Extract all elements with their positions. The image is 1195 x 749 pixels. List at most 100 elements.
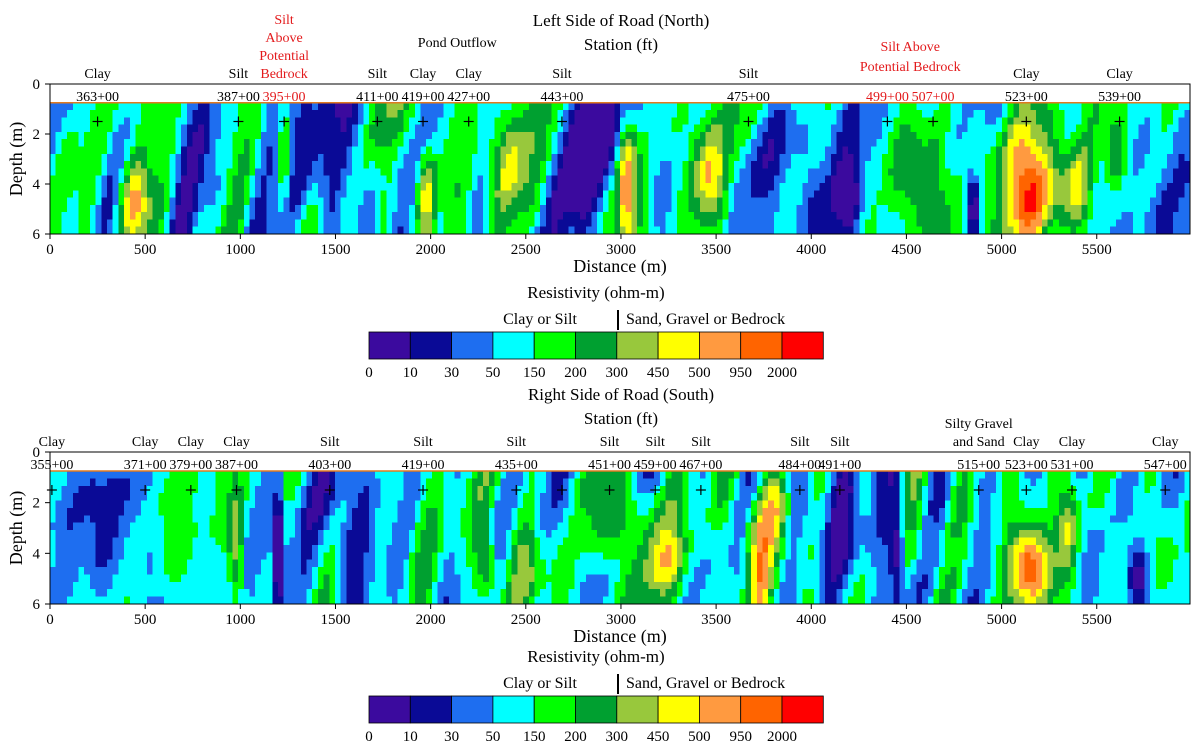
- field-cell: [996, 131, 1003, 140]
- field-cell: [842, 175, 849, 184]
- plot-frame: [49, 83, 1191, 235]
- field-cell: [392, 530, 399, 539]
- field-cell: [426, 530, 433, 539]
- field-cell: [922, 212, 929, 221]
- field-cell: [215, 537, 222, 546]
- field-cell: [973, 102, 980, 111]
- field-cell: [460, 182, 467, 191]
- field-cell: [397, 567, 404, 576]
- field-cell: [221, 124, 228, 133]
- field-cell: [135, 190, 142, 199]
- field-cell: [1053, 124, 1060, 133]
- field-cell: [1144, 146, 1151, 155]
- field-cell: [431, 190, 439, 199]
- field-cell: [511, 226, 518, 235]
- field-cell: [437, 102, 444, 111]
- field-cell: [859, 219, 866, 228]
- field-cell: [306, 515, 313, 524]
- field-cell: [1081, 197, 1088, 206]
- field-cell: [352, 175, 359, 184]
- field-cell: [870, 219, 878, 228]
- field-cell: [1064, 175, 1071, 184]
- field-cell: [363, 190, 370, 199]
- field-cell: [232, 168, 239, 177]
- field-cell: [397, 124, 404, 133]
- field-cell: [642, 117, 650, 126]
- field-cell: [762, 204, 769, 213]
- field-cell: [129, 212, 137, 221]
- field-cell: [317, 530, 325, 539]
- field-cell: [927, 212, 935, 221]
- field-cell: [414, 515, 422, 524]
- field-cell: [112, 117, 119, 126]
- field-cell: [870, 102, 878, 111]
- field-cell: [164, 537, 171, 546]
- field-cell: [922, 168, 929, 177]
- field-cell: [785, 204, 792, 213]
- field-cell: [232, 182, 239, 191]
- field-cell: [500, 139, 507, 148]
- field-cell: [711, 197, 718, 206]
- field-cell: [865, 110, 872, 118]
- field-cell: [67, 500, 74, 509]
- field-cell: [927, 139, 935, 148]
- field-cell: [409, 493, 416, 502]
- field-cell: [397, 212, 404, 221]
- field-cell: [278, 493, 285, 502]
- field-cell: [164, 596, 171, 605]
- field-cell: [591, 204, 598, 213]
- field-cell: [209, 589, 216, 598]
- field-cell: [198, 117, 205, 126]
- field-cell: [238, 493, 245, 502]
- field-cell: [437, 507, 444, 516]
- field-cell: [916, 124, 923, 133]
- field-cell: [454, 522, 461, 531]
- field-cell: [1172, 124, 1180, 133]
- field-cell: [1093, 124, 1100, 133]
- field-cell: [443, 182, 450, 191]
- field-cell: [169, 226, 176, 235]
- field-cell: [181, 574, 188, 583]
- field-cell: [1019, 102, 1026, 111]
- field-cell: [1047, 168, 1054, 177]
- field-cell: [830, 182, 838, 191]
- field-cell: [272, 168, 279, 177]
- field-cell: [551, 139, 558, 148]
- field-cell: [551, 146, 558, 155]
- field-cell: [944, 139, 952, 148]
- field-cell: [1110, 153, 1117, 162]
- field-cell: [255, 153, 262, 162]
- field-cell: [711, 124, 718, 133]
- resistivity-field: [50, 102, 1191, 235]
- field-cell: [357, 537, 365, 546]
- field-cell: [84, 574, 91, 583]
- field-cell: [950, 219, 957, 228]
- field-cell: [283, 596, 290, 605]
- field-cell: [1178, 204, 1185, 213]
- field-cell: [61, 226, 68, 235]
- field-cell: [306, 102, 313, 111]
- field-cell: [243, 544, 251, 553]
- field-cell: [129, 596, 137, 605]
- field-cell: [169, 589, 176, 598]
- field-cell: [466, 102, 473, 111]
- field-cell: [563, 131, 570, 140]
- field-cell: [682, 161, 689, 169]
- field-cell: [95, 559, 102, 568]
- field-cell: [859, 204, 866, 213]
- field-cell: [996, 204, 1003, 213]
- field-cell: [597, 161, 604, 169]
- field-cell: [460, 226, 467, 235]
- field-cell: [716, 219, 724, 228]
- field-cell: [534, 153, 541, 162]
- field-cell: [232, 552, 239, 561]
- field-cell: [454, 102, 461, 111]
- field-cell: [1172, 168, 1180, 177]
- field-cell: [72, 493, 80, 502]
- field-cell: [272, 131, 279, 140]
- field-cell: [289, 552, 296, 561]
- field-cell: [597, 131, 604, 140]
- field-cell: [146, 471, 154, 479]
- field-cell: [1081, 161, 1088, 169]
- field-cell: [209, 522, 216, 531]
